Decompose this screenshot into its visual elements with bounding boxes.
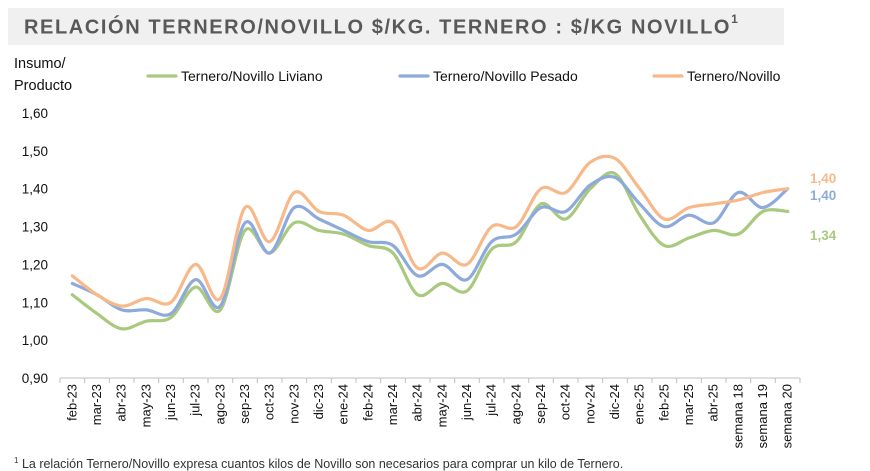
x-tick-label: ene-24 — [336, 384, 351, 424]
x-tick-label: dic-24 — [607, 384, 622, 419]
footnote-marker: 1 — [14, 456, 19, 465]
series-end-label: 1,40 — [810, 171, 836, 186]
x-tick-label: mar-24 — [385, 384, 400, 425]
x-tick-label: semana 18 — [730, 384, 745, 448]
y-tick-label: 1,60 — [22, 106, 48, 121]
x-tick-label: oct-24 — [558, 384, 573, 420]
x-tick-label: jul-24 — [484, 384, 499, 417]
chart-title: RELACIÓN TERNERO/NOVILLO $/KG. TERNERO :… — [24, 12, 740, 40]
y-tick-label: 1,10 — [22, 295, 48, 310]
x-tick-label: semana 19 — [755, 384, 770, 448]
y-tick-label: 1,20 — [22, 257, 48, 272]
x-tick-label: jun-24 — [459, 384, 474, 421]
x-tick-label: nov-23 — [286, 384, 301, 424]
x-tick-label: feb-23 — [64, 384, 79, 421]
x-tick-label: may-23 — [138, 384, 153, 427]
x-tick-label: abr-23 — [114, 384, 129, 422]
x-tick-label: feb-24 — [360, 384, 375, 421]
footnote: 1 La relación Ternero/Novillo expresa cu… — [14, 456, 623, 471]
x-tick-label: feb-25 — [656, 384, 671, 421]
y-tick-label: 1,30 — [22, 220, 48, 235]
x-tick-label: ago-23 — [212, 384, 227, 424]
series-line-3 — [70, 154, 790, 308]
y-tick-label: 0,90 — [22, 371, 48, 386]
title-footnote-marker: 1 — [731, 12, 740, 26]
y-tick-label: 1,50 — [22, 144, 48, 159]
x-tick-label: jul-23 — [188, 384, 203, 417]
x-tick-label: abr-25 — [706, 384, 721, 422]
series-end-label: 1,34 — [810, 228, 837, 243]
y-tick-label: 1,00 — [22, 333, 48, 348]
series-end-label: 1,40 — [810, 188, 836, 203]
x-tick-label: nov-24 — [582, 384, 597, 424]
x-tick-label: sep-24 — [533, 384, 548, 424]
chart-title-text: RELACIÓN TERNERO/NOVILLO $/KG. TERNERO :… — [24, 16, 732, 39]
x-tick-label: abr-24 — [410, 384, 425, 422]
x-tick-label: semana 20 — [780, 384, 795, 448]
y-axis-label: Producto — [14, 78, 72, 94]
x-tick-label: jun-23 — [163, 384, 178, 421]
series-line-2 — [70, 174, 790, 317]
x-tick-label: sep-23 — [237, 384, 252, 424]
x-tick-label: ago-24 — [508, 384, 523, 424]
series-line-1 — [70, 171, 790, 331]
title-bar: RELACIÓN TERNERO/NOVILLO $/KG. TERNERO :… — [8, 8, 784, 45]
footnote-text: La relación Ternero/Novillo expresa cuan… — [21, 457, 624, 471]
y-axis-label: Insumo/ — [14, 56, 67, 72]
legend-label: Ternero/Novillo Pesado — [433, 68, 578, 84]
x-tick-label: may-24 — [434, 384, 449, 427]
y-tick-label: 1,40 — [22, 182, 48, 197]
x-tick-label: mar-25 — [681, 384, 696, 425]
legend-label: Ternero/Novillo Liviano — [181, 68, 323, 84]
x-tick-label: ene-25 — [632, 384, 647, 424]
x-tick-label: oct-23 — [262, 384, 277, 420]
x-tick-label: mar-23 — [89, 384, 104, 425]
legend-label: Ternero/Novillo — [687, 68, 781, 84]
x-tick-label: dic-23 — [311, 384, 326, 419]
